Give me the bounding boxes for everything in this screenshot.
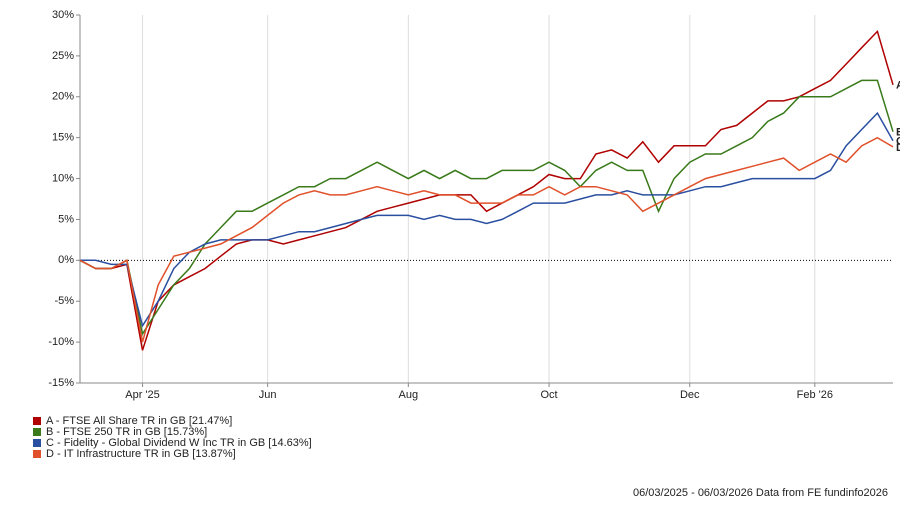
x-tick-label: Dec bbox=[680, 389, 700, 401]
end-label: C bbox=[896, 136, 900, 148]
y-tick-label: -15% bbox=[48, 377, 74, 389]
footer: 06/03/2025 - 06/03/2026 Data from FE fun… bbox=[633, 487, 888, 499]
legend-swatch bbox=[33, 439, 41, 447]
legend-swatch bbox=[33, 417, 41, 425]
legend-label: D - IT Infrastructure TR in GB [13.87%] bbox=[46, 448, 236, 460]
end-label: B bbox=[896, 127, 900, 139]
y-tick-label: 25% bbox=[52, 50, 74, 62]
end-label: A bbox=[896, 80, 900, 92]
y-tick-label: -10% bbox=[48, 336, 74, 348]
series-line bbox=[79, 136, 894, 343]
end-label: D bbox=[896, 142, 900, 154]
legend-swatch bbox=[33, 450, 41, 458]
y-tick-label: 20% bbox=[52, 91, 74, 103]
y-tick-label: 30% bbox=[52, 9, 74, 21]
x-tick-label: Apr '25 bbox=[125, 389, 160, 401]
y-tick-label: 0% bbox=[58, 254, 74, 266]
x-tick-label: Aug bbox=[399, 389, 419, 401]
y-tick-label: -5% bbox=[54, 295, 74, 307]
y-tick-label: 10% bbox=[52, 172, 74, 184]
x-tick-label: Feb '26 bbox=[797, 389, 833, 401]
legend-label: C - Fidelity - Global Dividend W Inc TR … bbox=[46, 437, 312, 449]
series-line bbox=[80, 111, 894, 328]
legend-swatch bbox=[33, 428, 41, 436]
legend-label: B - FTSE 250 TR in GB [15.73%] bbox=[46, 426, 207, 438]
y-tick-label: 15% bbox=[52, 132, 74, 144]
y-tick-label: 5% bbox=[58, 213, 74, 225]
x-tick-label: Oct bbox=[540, 389, 557, 401]
series-line bbox=[79, 29, 894, 351]
x-tick-label: Jun bbox=[259, 389, 277, 401]
legend-label: A - FTSE All Share TR in GB [21.47%] bbox=[46, 415, 232, 427]
series-line bbox=[79, 79, 894, 336]
